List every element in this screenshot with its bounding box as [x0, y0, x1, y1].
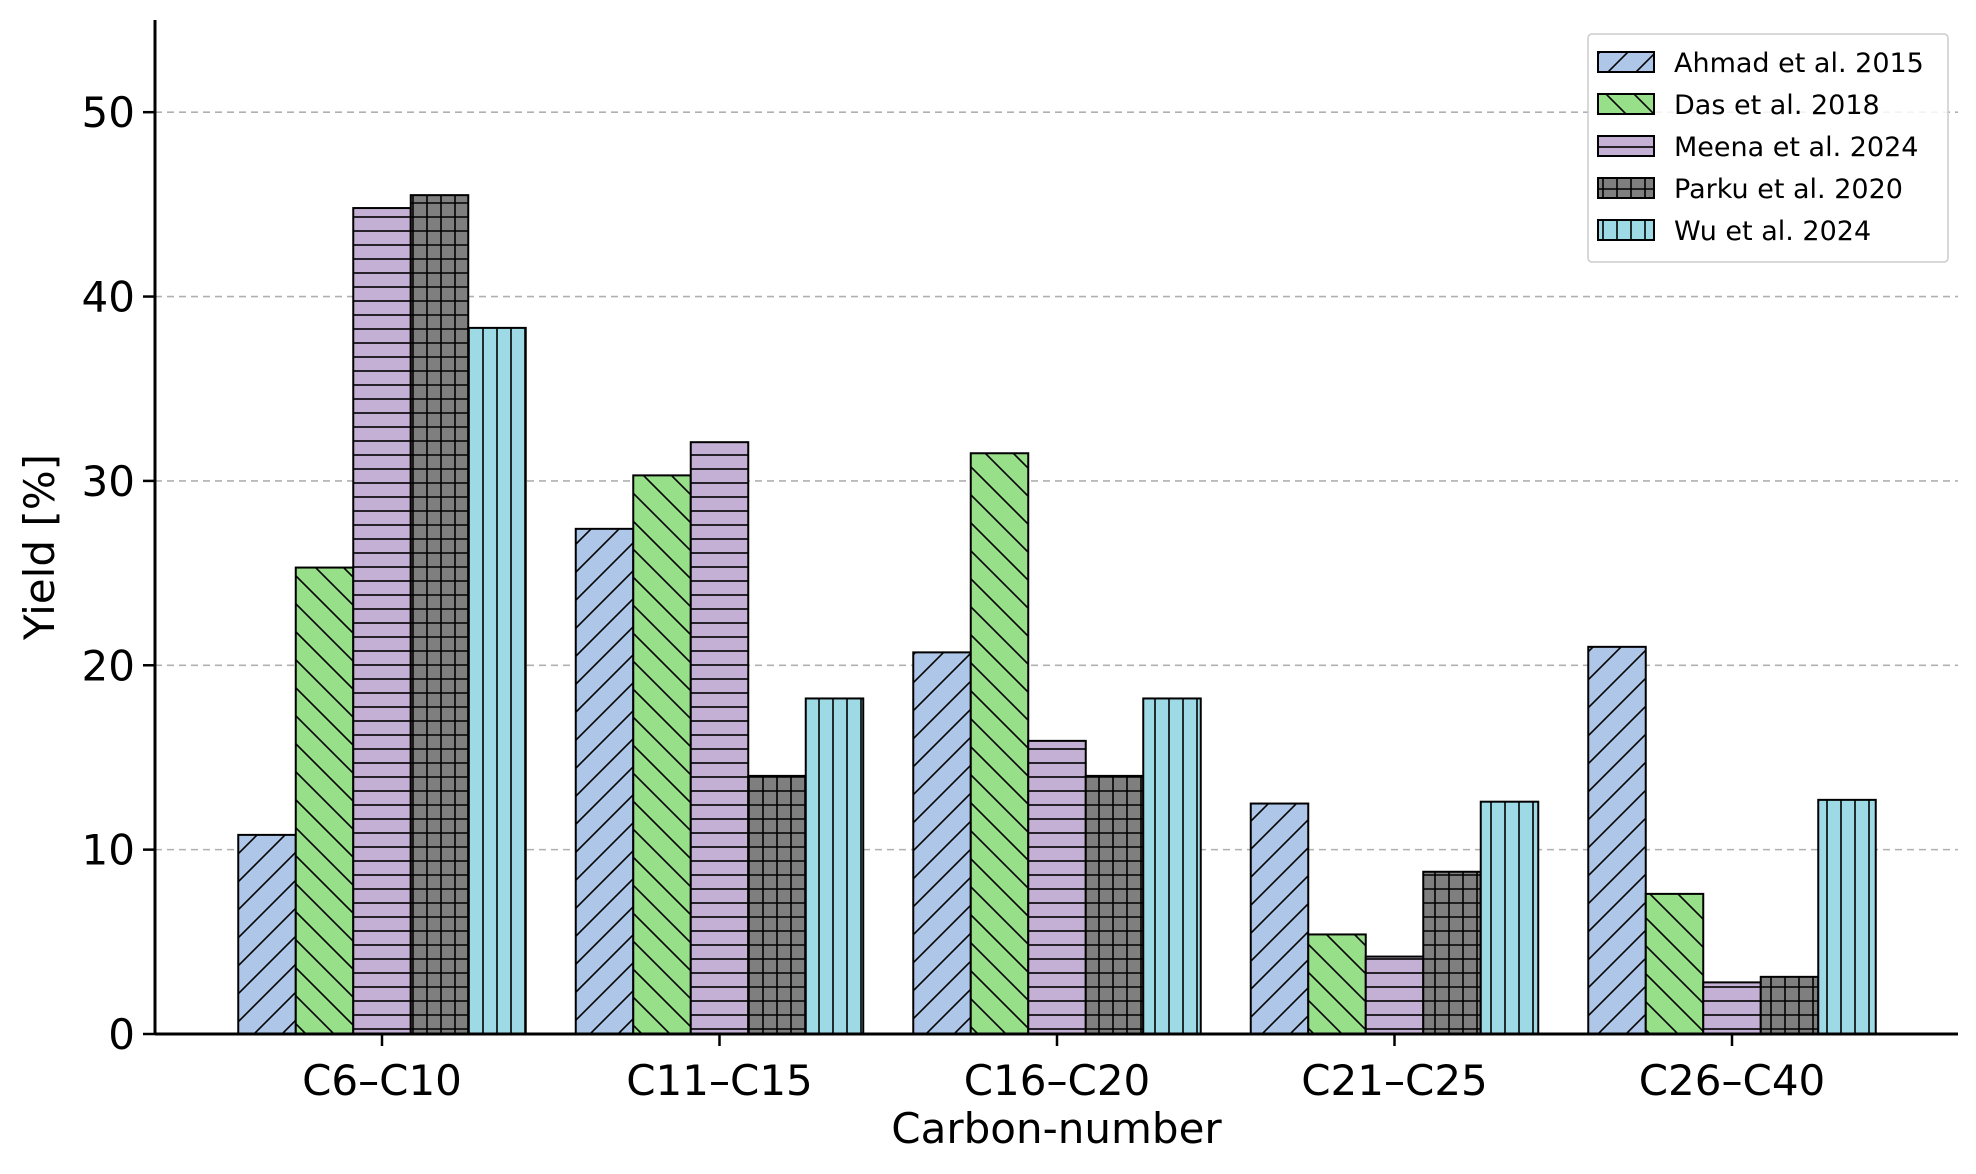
bar-wu-2 [1142, 697, 1202, 1035]
bar-das-1 [632, 474, 692, 1035]
y-axis-title: Yield [%] [15, 454, 64, 641]
bar-wu-3 [1479, 800, 1540, 1036]
legend-label: Parku et al. 2020 [1674, 174, 1903, 205]
bar-das-0 [294, 566, 355, 1035]
bar-das-4 [1644, 892, 1705, 1035]
bar-ahmad-2 [912, 651, 972, 1035]
bar-parku-4 [1759, 975, 1820, 1036]
x-tick-label: C26–C40 [1639, 1056, 1826, 1105]
y-ticks: 0 10 20 30 40 50 [82, 88, 155, 1059]
bar-parku-3 [1422, 870, 1482, 1036]
x-axis-title: Carbon-number [891, 1104, 1222, 1153]
x-ticks: C6–C10 C11–C15 C16–C20 C21–C25 C26–C40 [302, 1034, 1825, 1105]
bar-parku-1 [747, 774, 807, 1036]
bar-das-3 [1307, 933, 1367, 1036]
legend-label: Meena et al. 2024 [1674, 132, 1918, 163]
legend: Ahmad et al. 2015 Das et al. 2018 Meena et… [1587, 33, 1949, 263]
bar-das-2 [969, 452, 1030, 1036]
legend-swatch [1597, 177, 1655, 199]
bar-meena-1 [689, 441, 750, 1035]
x-tick-label: C6–C10 [302, 1056, 462, 1105]
legend-label: Ahmad et al. 2015 [1674, 48, 1924, 79]
legend-swatch [1597, 219, 1655, 241]
bars [237, 194, 1877, 1036]
legend-swatch [1597, 93, 1655, 115]
legend-label: Wu et al. 2024 [1674, 216, 1871, 247]
bar-wu-4 [1817, 798, 1877, 1035]
x-tick-label: C11–C15 [626, 1056, 813, 1105]
y-tick-label: 30 [82, 457, 135, 506]
legend-label: Das et al. 2018 [1674, 90, 1880, 121]
bar-meena-3 [1364, 955, 1425, 1035]
bar-parku-2 [1084, 774, 1145, 1036]
bar-ahmad-4 [1587, 645, 1647, 1035]
y-tick-label: 10 [82, 826, 135, 875]
bar-ahmad-0 [237, 833, 297, 1035]
y-tick-label: 40 [82, 273, 135, 322]
bar-wu-0 [467, 326, 527, 1035]
y-tick-label: 20 [82, 641, 135, 690]
bar-ahmad-1 [574, 527, 635, 1035]
bar-meena-4 [1702, 981, 1762, 1035]
y-tick-label: 50 [82, 88, 135, 137]
legend-swatch [1597, 135, 1655, 157]
bar-parku-0 [409, 194, 470, 1036]
legend-swatch [1597, 51, 1655, 73]
bar-wu-1 [804, 697, 865, 1035]
y-tick-label: 0 [108, 1010, 135, 1059]
bar-meena-0 [352, 207, 412, 1035]
legend-box [1587, 33, 1949, 263]
x-tick-label: C16–C20 [964, 1056, 1151, 1105]
bar-meena-2 [1027, 739, 1087, 1035]
bar-ahmad-3 [1249, 802, 1310, 1036]
x-tick-label: C21–C25 [1301, 1056, 1488, 1105]
